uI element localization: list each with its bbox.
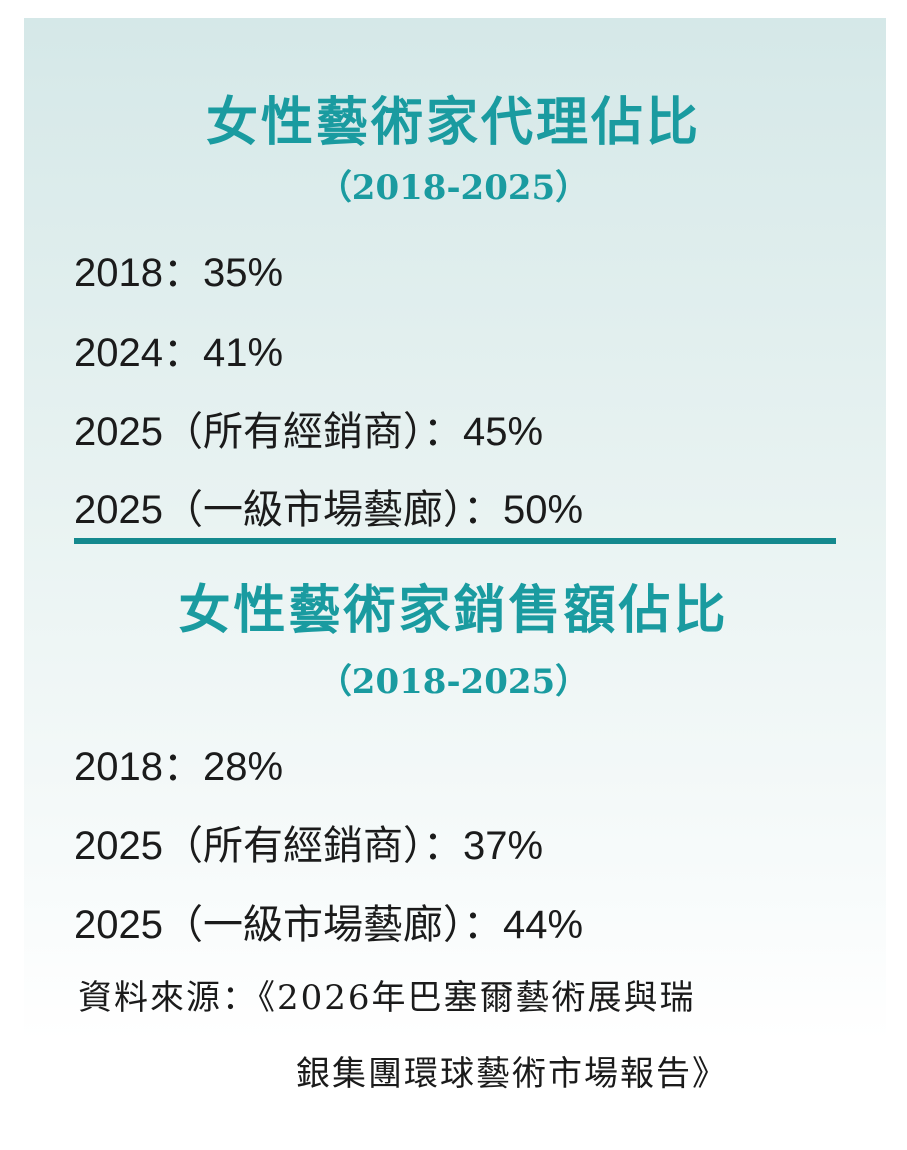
agency-2025-primary-galleries: 2025（一級市場藝廊）：50% — [74, 488, 584, 532]
source-line-1: 資料來源：《2026年巴塞爾藝術展與瑞 — [78, 978, 696, 1018]
section1-period: （2018-2025） — [317, 168, 590, 208]
sales-2025-primary-galleries: 2025（一級市場藝廊）：44% — [74, 903, 584, 947]
section-divider — [74, 538, 836, 544]
sales-2018: 2018：28% — [74, 745, 284, 789]
section2-title: 女性藝術家銷售額佔比 — [178, 580, 729, 641]
agency-2024: 2024：41% — [74, 331, 284, 375]
section2-period: （2018-2025） — [317, 662, 590, 702]
sales-2025-all-dealers: 2025（所有經銷商）：37% — [74, 824, 544, 868]
agency-2025-all-dealers: 2025（所有經銷商）：45% — [74, 410, 544, 454]
background-panel — [24, 18, 886, 1130]
section1-title: 女性藝術家代理佔比 — [205, 92, 701, 153]
agency-2018: 2018：35% — [74, 251, 284, 295]
source-line-2: 銀集團環球藝術市場報告》 — [296, 1054, 728, 1094]
